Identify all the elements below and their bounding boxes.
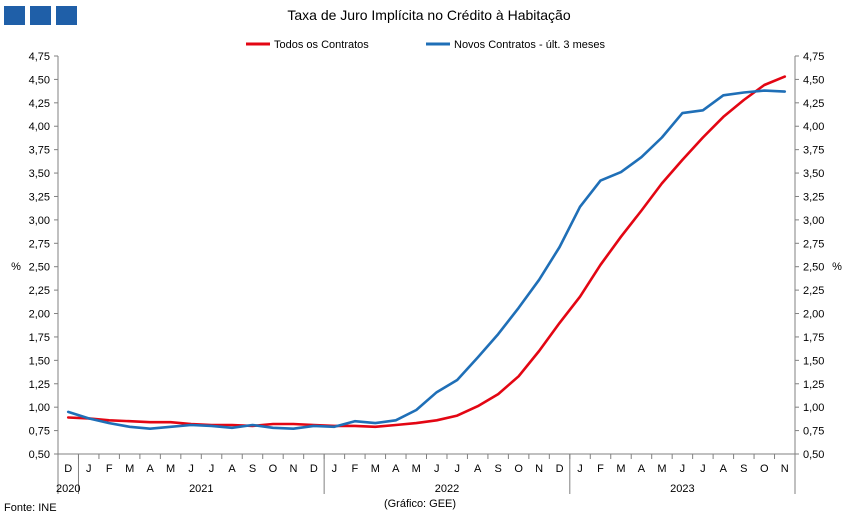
x-tick-label: A: [392, 463, 400, 475]
y-tick-label-right: 3,00: [803, 215, 824, 227]
source-note: Fonte: INE: [4, 502, 57, 514]
x-tick-label: F: [351, 463, 358, 475]
x-tick-label: J: [700, 463, 706, 475]
x-tick-label: M: [371, 463, 380, 475]
x-tick-label: F: [106, 463, 113, 475]
y-tick-label-right: 3,75: [803, 145, 824, 157]
x-tick-label: J: [434, 463, 440, 475]
x-tick-label: M: [412, 463, 421, 475]
y-tick-label-left: 4,00: [29, 121, 50, 133]
y-tick-label-left: 1,75: [29, 332, 50, 344]
series-line-novos-contratos: [66, 89, 787, 431]
x-tick-label: A: [146, 463, 154, 475]
x-tick-label: S: [494, 463, 501, 475]
y-tick-label-right: 2,50: [803, 262, 824, 274]
y-tick-label-left: 0,75: [29, 426, 50, 438]
x-tick-labels: D J F M A M J J A S O N D J F M A M J J A S O N D J F M A M J J A S O N2020…: [56, 463, 789, 495]
y-tick-label-right: 1,50: [803, 355, 824, 367]
graph-credit: (Gráfico: GEE): [384, 498, 456, 510]
y-tick-label-left: 2,00: [29, 309, 50, 321]
y-tick-label-right: 4,50: [803, 74, 824, 86]
year-label: 2021: [189, 483, 213, 495]
legend: Todos os Contratos Novos Contratos - últ…: [246, 39, 606, 51]
series-line-todos-os-contratos: [66, 75, 787, 429]
brand-logo-block-3: [56, 6, 77, 25]
y-tick-label-right: 1,75: [803, 332, 824, 344]
x-tick-label: J: [680, 463, 686, 475]
axes: [54, 55, 799, 494]
y-tick-label-left: 3,00: [29, 215, 50, 227]
x-tick-label: J: [188, 463, 194, 475]
x-tick-label: M: [657, 463, 666, 475]
y-tick-labels: 0,50 0,50 0,75 0,75 1,00 1,00 1,25 1,25 1,50 1,50…: [29, 51, 825, 461]
y-tick-label-right: 2,75: [803, 238, 824, 250]
brand-logo-block-2: [30, 6, 51, 25]
x-tick-label: F: [597, 463, 604, 475]
x-tick-label: D: [310, 463, 318, 475]
y-tick-label-right: 0,50: [803, 449, 824, 461]
y-tick-label-right: 3,50: [803, 168, 824, 180]
y-tick-label-right: 4,25: [803, 98, 824, 110]
x-tick-label: A: [638, 463, 646, 475]
y-tick-label-left: 1,00: [29, 402, 50, 414]
x-tick-label: O: [760, 463, 769, 475]
y-tick-label-left: 1,25: [29, 379, 50, 391]
y-tick-label-left: 3,75: [29, 145, 50, 157]
x-tick-label: J: [209, 463, 215, 475]
y-axis-label-left: %: [11, 261, 21, 273]
y-tick-label-right: 3,25: [803, 191, 824, 203]
x-tick-label: J: [332, 463, 338, 475]
x-tick-label: M: [166, 463, 175, 475]
y-tick-label-right: 4,00: [803, 121, 824, 133]
legend-label-novos: Novos Contratos - últ. 3 meses: [454, 39, 606, 51]
x-tick-label: O: [269, 463, 278, 475]
y-tick-label-left: 4,25: [29, 98, 50, 110]
x-tick-label: A: [228, 463, 236, 475]
y-tick-label-right: 4,75: [803, 51, 824, 63]
year-label: 2020: [56, 483, 80, 495]
y-tick-label-right: 1,00: [803, 402, 824, 414]
year-label: 2022: [435, 483, 459, 495]
y-tick-label-left: 2,50: [29, 262, 50, 274]
y-tick-label-right: 0,75: [803, 426, 824, 438]
x-tick-label: N: [781, 463, 789, 475]
x-tick-label: D: [64, 463, 72, 475]
x-tick-label: J: [577, 463, 583, 475]
y-tick-label-left: 4,75: [29, 51, 50, 63]
x-tick-label: A: [474, 463, 482, 475]
y-tick-label-right: 2,25: [803, 285, 824, 297]
y-tick-label-left: 2,75: [29, 238, 50, 250]
y-tick-label-left: 3,50: [29, 168, 50, 180]
x-tick-label: O: [514, 463, 523, 475]
y-tick-label-left: 2,25: [29, 285, 50, 297]
legend-label-todos: Todos os Contratos: [274, 39, 369, 51]
y-tick-label-left: 1,50: [29, 355, 50, 367]
y-axis-label-right: %: [832, 261, 842, 273]
y-tick-label-right: 1,25: [803, 379, 824, 391]
year-label: 2023: [670, 483, 694, 495]
y-tick-label-left: 0,50: [29, 449, 50, 461]
x-tick-label: D: [556, 463, 564, 475]
x-tick-label: M: [616, 463, 625, 475]
x-tick-label: M: [125, 463, 134, 475]
x-tick-label: A: [720, 463, 728, 475]
x-tick-label: J: [86, 463, 92, 475]
y-tick-label-right: 2,00: [803, 309, 824, 321]
series-lines: [66, 75, 787, 431]
x-tick-label: N: [535, 463, 543, 475]
x-tick-label: N: [289, 463, 297, 475]
x-tick-label: J: [454, 463, 460, 475]
chart-title: Taxa de Juro Implícita no Crédito à Habi…: [287, 7, 570, 23]
y-tick-label-left: 3,25: [29, 191, 50, 203]
x-tick-label: S: [740, 463, 747, 475]
y-tick-label-left: 4,50: [29, 74, 50, 86]
brand-logo-block-1: [4, 6, 25, 25]
x-tick-label: S: [249, 463, 256, 475]
